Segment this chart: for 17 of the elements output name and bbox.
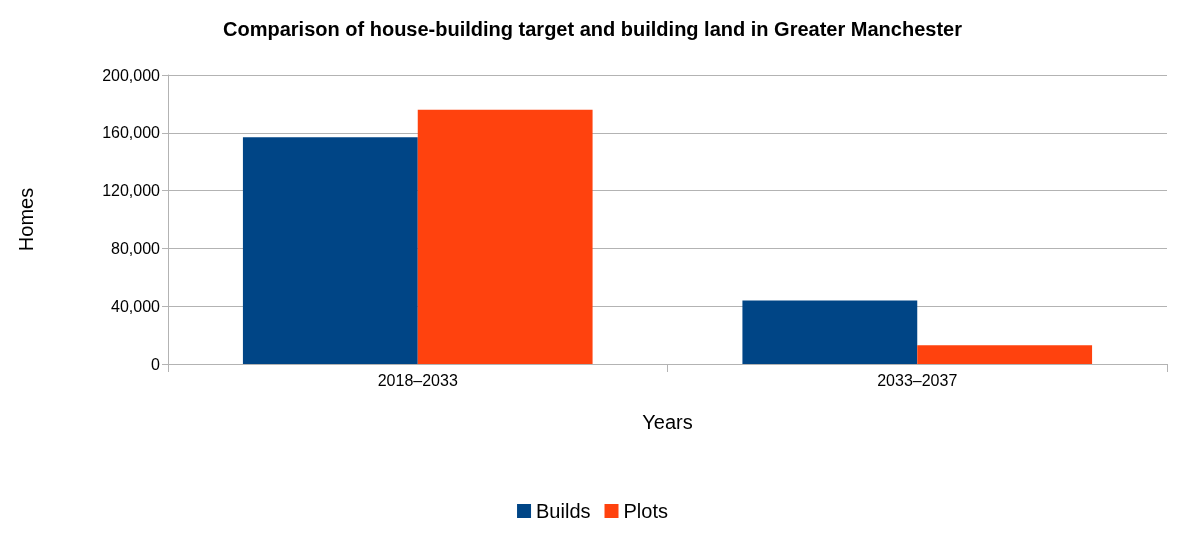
x-tick-label: 2018–2033: [377, 371, 458, 389]
bar: [417, 109, 593, 364]
y-tick-label: 80,000: [111, 239, 161, 257]
legend-label: Builds: [536, 500, 591, 522]
chart-title: Comparison of house-building target and building land in Greater Manchester: [223, 18, 963, 40]
x-tick-label: 2033–2037: [877, 371, 958, 389]
legend-label: Plots: [623, 500, 668, 522]
bar: [742, 300, 918, 364]
y-tick-label: 40,000: [111, 297, 161, 315]
y-axis-title: Homes: [15, 187, 37, 252]
y-tick-label: 0: [151, 355, 161, 373]
bar: [242, 137, 418, 364]
y-tick-label: 200,000: [102, 66, 161, 84]
y-tick-label: 120,000: [102, 182, 161, 200]
x-axis-title: Years: [642, 411, 693, 433]
y-tick-label: 160,000: [102, 124, 161, 142]
bar: [917, 345, 1093, 364]
